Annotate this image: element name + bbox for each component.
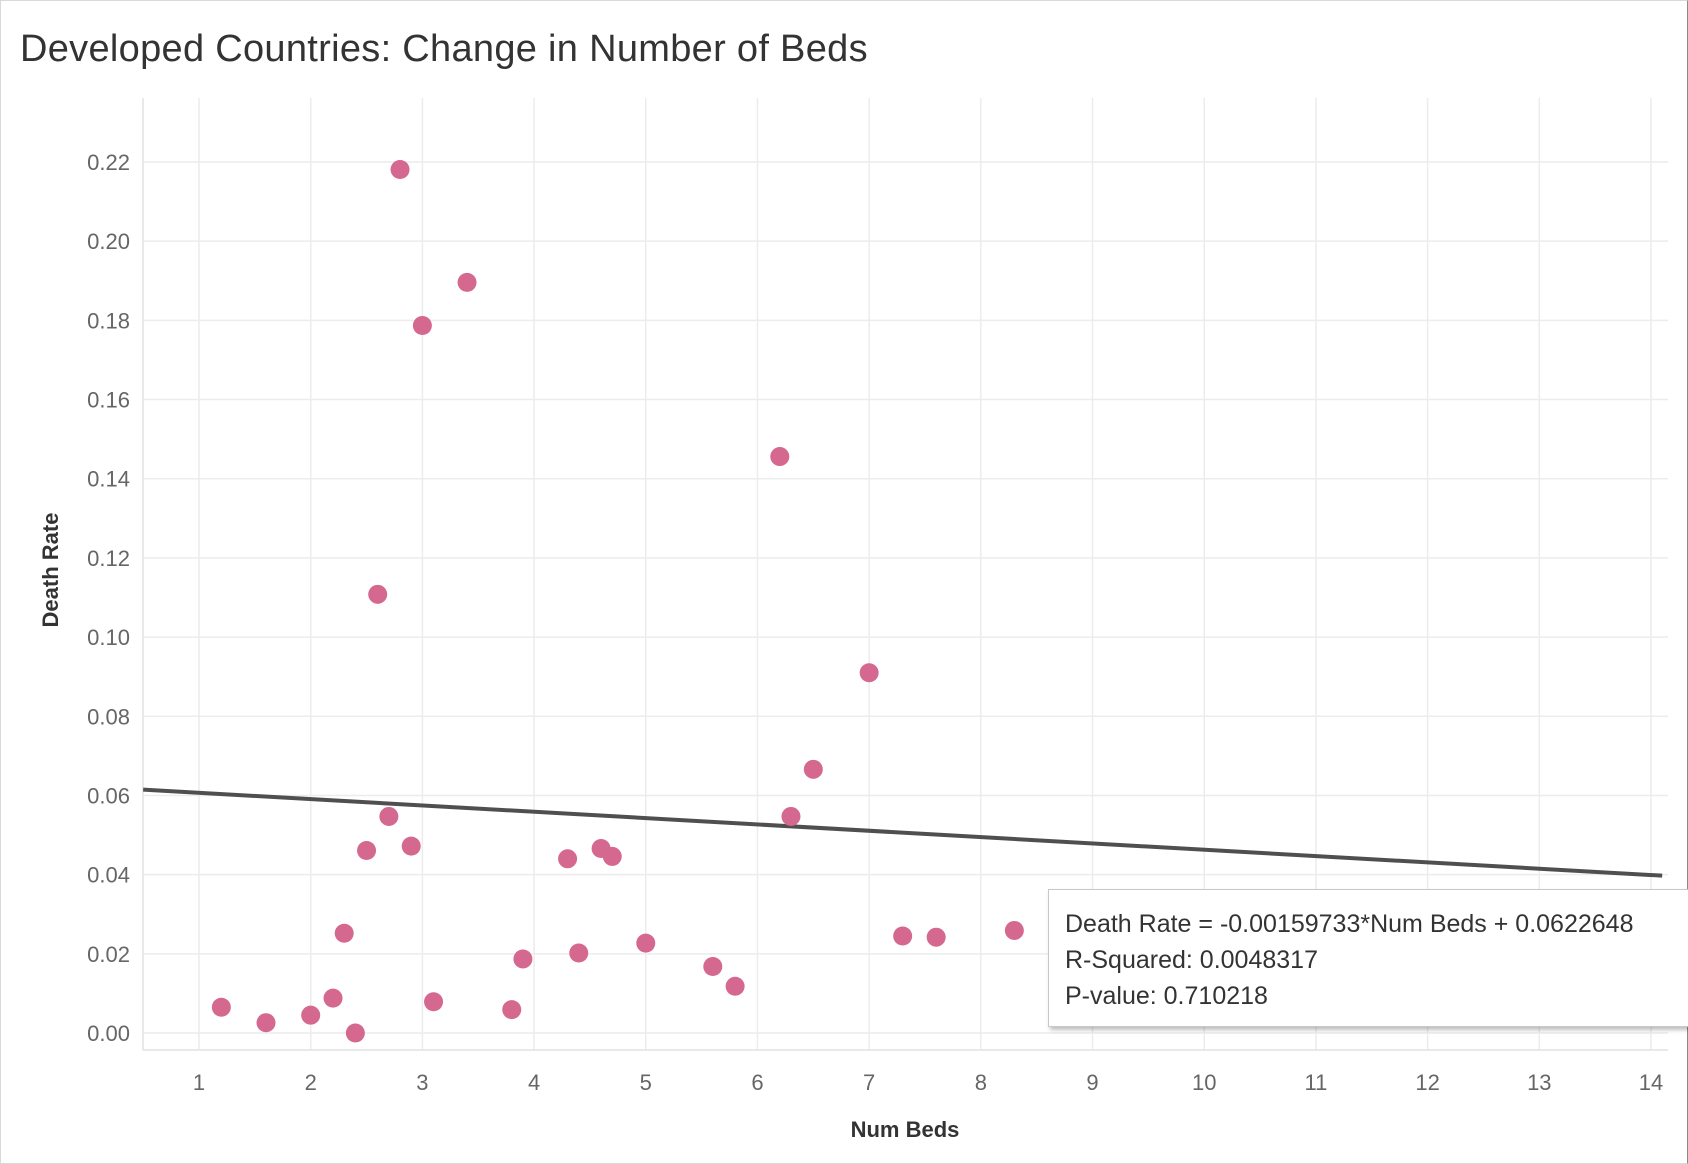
data-point[interactable] (357, 840, 377, 860)
x-tick-label: 6 (751, 1070, 763, 1095)
data-point[interactable] (502, 1000, 522, 1020)
y-tick-label: 0.08 (87, 704, 130, 729)
data-point[interactable] (379, 806, 399, 826)
data-point[interactable] (926, 927, 946, 947)
x-tick-label: 2 (305, 1070, 317, 1095)
data-point[interactable] (558, 849, 578, 869)
x-tick-label: 8 (975, 1070, 987, 1095)
x-tick-label: 3 (416, 1070, 428, 1095)
y-tick-label: 0.06 (87, 783, 130, 808)
data-point[interactable] (390, 160, 410, 180)
data-point[interactable] (211, 997, 231, 1017)
y-tick-label: 0.04 (87, 863, 130, 888)
data-points (211, 160, 1024, 1043)
data-point[interactable] (781, 806, 801, 826)
y-tick-label: 0.22 (87, 150, 130, 175)
x-tick-label: 9 (1086, 1070, 1098, 1095)
data-point[interactable] (368, 584, 388, 604)
data-point[interactable] (770, 447, 790, 467)
data-point[interactable] (301, 1005, 321, 1025)
trend-equation: Death Rate = -0.00159733*Num Beds + 0.06… (1065, 910, 1634, 938)
y-tick-label: 0.02 (87, 942, 130, 967)
data-point[interactable] (424, 992, 444, 1012)
data-point[interactable] (334, 923, 354, 943)
x-tick-label: 10 (1192, 1070, 1216, 1095)
x-tick-label: 5 (640, 1070, 652, 1095)
trend-p-value: P-value: 0.710218 (1065, 982, 1268, 1010)
data-point[interactable] (803, 759, 823, 779)
data-point[interactable] (725, 976, 745, 996)
x-tick-label: 12 (1415, 1070, 1439, 1095)
trend-r-squared: R-Squared: 0.0048317 (1065, 946, 1318, 974)
y-axis-ticks: 0.00 0.02 0.04 0.06 0.08 0.10 0.12 0.14 0.16 0.18… (87, 150, 130, 1046)
x-tick-label: 13 (1527, 1070, 1551, 1095)
x-tick-label: 7 (863, 1070, 875, 1095)
y-tick-label: 0.00 (87, 1021, 130, 1046)
y-tick-label: 0.10 (87, 625, 130, 650)
data-point[interactable] (636, 933, 656, 953)
x-tick-label: 14 (1639, 1070, 1663, 1095)
data-point[interactable] (602, 846, 622, 866)
y-axis-title: Death Rate (38, 513, 63, 628)
data-point[interactable] (323, 988, 343, 1008)
x-tick-label: 1 (193, 1070, 205, 1095)
data-point[interactable] (703, 956, 723, 976)
data-point[interactable] (513, 949, 533, 969)
y-tick-label: 0.18 (87, 308, 130, 333)
trend-line[interactable] (143, 787, 1663, 878)
y-tick-label: 0.16 (87, 388, 130, 413)
trend-line-tooltip: Death Rate = -0.00159733*Num Beds + 0.06… (1048, 889, 1688, 1027)
x-axis-title: Num Beds (851, 1117, 960, 1142)
x-tick-label: 11 (1305, 1070, 1328, 1095)
grid-lines (142, 98, 1668, 1051)
x-axis-ticks: 1 2 3 4 5 6 7 8 9 10 11 12 13 14 (193, 1070, 1663, 1095)
data-point[interactable] (256, 1013, 276, 1033)
y-tick-label: 0.20 (87, 229, 130, 254)
data-point[interactable] (569, 943, 589, 963)
data-point[interactable] (345, 1023, 365, 1043)
data-point[interactable] (457, 272, 477, 292)
y-tick-label: 0.12 (87, 546, 130, 571)
data-point[interactable] (401, 836, 421, 856)
y-tick-label: 0.14 (87, 467, 130, 492)
data-point[interactable] (859, 663, 879, 683)
data-point[interactable] (1004, 920, 1024, 940)
chart-title: Developed Countries: Change in Number of… (20, 28, 868, 70)
x-tick-label: 4 (528, 1070, 540, 1095)
data-point[interactable] (412, 316, 432, 336)
data-point[interactable] (893, 926, 913, 946)
trend-line-group (143, 787, 1663, 878)
